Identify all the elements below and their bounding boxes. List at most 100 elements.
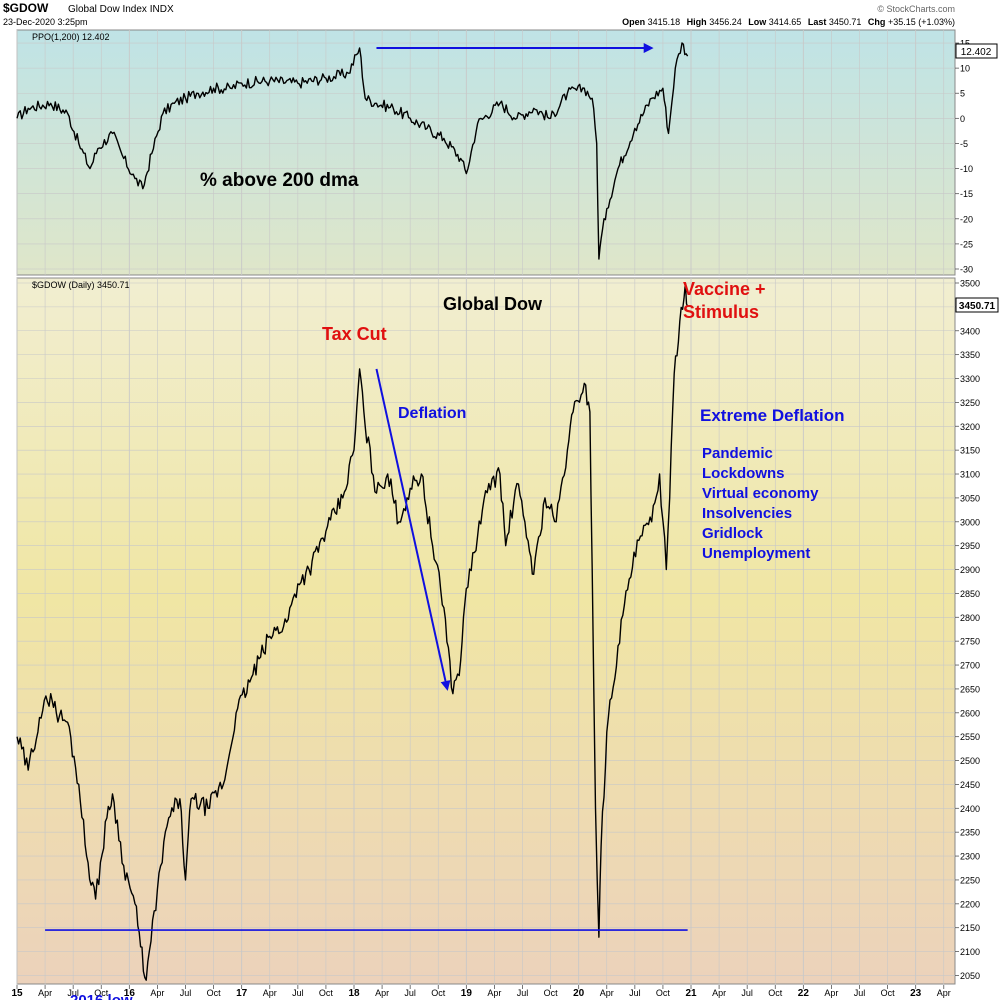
- price-tick-label: 3500: [960, 279, 980, 289]
- vaccine-label-line1: Vaccine +: [683, 279, 766, 299]
- price-tick-label: 2100: [960, 947, 980, 957]
- price-tick-label: 3350: [960, 350, 980, 360]
- x-tick-label: 19: [461, 988, 473, 999]
- x-tick-label: Apr: [824, 988, 838, 998]
- x-tick-label: Oct: [768, 988, 783, 998]
- x-tick-label: Oct: [544, 988, 559, 998]
- price-tick-label: 3050: [960, 493, 980, 503]
- ohlc-summary: Open 3415.18 High 3456.24 Low 3414.65 La…: [622, 17, 955, 27]
- header-date: 23-Dec-2020 3:25pm: [3, 17, 88, 27]
- price-tick-label: 2900: [960, 565, 980, 575]
- x-tick-label: 22: [798, 988, 810, 999]
- x-tick-label: Oct: [207, 988, 222, 998]
- watermark: © StockCharts.com: [877, 4, 955, 14]
- x-tick-label: Apr: [375, 988, 389, 998]
- price-tick-label: 2950: [960, 541, 980, 551]
- ppo-tick-label: -15: [960, 189, 973, 199]
- ppo-panel: [16, 29, 956, 276]
- x-tick-label: 15: [11, 988, 23, 999]
- price-tick-label: 2800: [960, 613, 980, 623]
- x-tick-label: Oct: [431, 988, 446, 998]
- extreme-deflation-label: Extreme Deflation: [700, 406, 845, 425]
- x-tick-label: 23: [910, 988, 922, 999]
- price-tick-label: 2200: [960, 899, 980, 909]
- price-tick-label: 2600: [960, 708, 980, 718]
- ppo-tick-label: -30: [960, 265, 973, 275]
- ppo-tick-label: -10: [960, 164, 973, 174]
- bullet-item: Virtual economy: [702, 485, 819, 502]
- price-tick-label: 3200: [960, 422, 980, 432]
- price-tick-label: 3100: [960, 470, 980, 480]
- x-tick-label: Oct: [656, 988, 671, 998]
- price-tick-label: 2450: [960, 780, 980, 790]
- x-tick-label: Apr: [150, 988, 164, 998]
- ppo-tick-label: 0: [960, 114, 965, 124]
- x-tick-label: 20: [573, 988, 585, 999]
- x-tick-label: Jul: [517, 988, 529, 998]
- overlap-label: 2016 low: [70, 992, 133, 1000]
- x-tick-label: Jul: [180, 988, 192, 998]
- price-tick-label: 2300: [960, 852, 980, 862]
- ppo-y-axis: 151050-5-10-15-20-25-30: [955, 39, 973, 275]
- ppo-tick-label: 5: [960, 89, 965, 99]
- ppo-last-value-text: 12.402: [961, 47, 992, 58]
- x-axis: 15 Apr Jul Oct 16 Apr Jul Oct 17 Apr Jul Oct 18 Apr Ju…: [11, 985, 951, 999]
- bullet-item: Lockdowns: [702, 465, 785, 482]
- deflation-arrow: [375, 368, 451, 691]
- ppo-last-value-box: 12.402: [955, 43, 998, 59]
- header-name: Global Dow Index INDX: [68, 4, 174, 15]
- x-tick-label: Jul: [67, 988, 79, 998]
- x-tick-label: Oct: [319, 988, 334, 998]
- x-tick-label: 21: [685, 988, 697, 999]
- price-tick-label: 3000: [960, 517, 980, 527]
- header-symbol: $GDOW: [3, 1, 49, 15]
- x-tick-label: Jul: [292, 988, 304, 998]
- x-tick-label: 17: [236, 988, 248, 999]
- price-tick-label: 2150: [960, 923, 980, 933]
- x-tick-label: Apr: [263, 988, 277, 998]
- x-tick-label: Apr: [38, 988, 52, 998]
- price-panel: [16, 277, 956, 985]
- x-tick-label: Apr: [937, 988, 951, 998]
- price-line: [16, 282, 689, 981]
- x-tick-label: 18: [348, 988, 360, 999]
- deflation-label: Deflation: [398, 405, 466, 422]
- bullet-item: Insolvencies: [702, 505, 792, 522]
- price-last-value-box: 3450.71: [955, 297, 999, 313]
- price-tick-label: 3300: [960, 374, 980, 384]
- bullet-item: Gridlock: [702, 525, 764, 542]
- price-title: Global Dow: [443, 294, 543, 314]
- annotations: [45, 43, 688, 931]
- x-tick-label: Oct: [94, 988, 109, 998]
- price-tick-label: 2500: [960, 756, 980, 766]
- x-tick-label: Oct: [881, 988, 896, 998]
- x-tick-label: 16: [124, 988, 136, 999]
- bullet-item: Unemployment: [702, 545, 810, 562]
- ppo-series: [16, 42, 689, 260]
- ppo-grid: [16, 30, 955, 275]
- price-tick-label: 2700: [960, 661, 980, 671]
- price-y-axis: 3500345034003350330032503200315031003050…: [955, 279, 980, 981]
- x-tick-label: Jul: [629, 988, 641, 998]
- ppo-tick-label: 10: [960, 64, 970, 74]
- bullet-item: Pandemic: [702, 445, 773, 462]
- ppo-title: % above 200 dma: [200, 170, 359, 191]
- x-tick-label: Jul: [404, 988, 416, 998]
- vaccine-label-line2: Stimulus: [683, 302, 759, 322]
- price-tick-label: 3250: [960, 398, 980, 408]
- price-tick-label: 2550: [960, 732, 980, 742]
- price-tick-label: 2050: [960, 971, 980, 981]
- x-tick-label: Apr: [600, 988, 614, 998]
- price-series: [16, 282, 689, 981]
- price-tick-label: 2750: [960, 637, 980, 647]
- price-tick-label: 2350: [960, 828, 980, 838]
- x-tick-label: Jul: [854, 988, 866, 998]
- price-last-value-text: 3450.71: [959, 301, 996, 312]
- price-tick-label: 2250: [960, 875, 980, 885]
- ppo-line: [16, 42, 689, 260]
- price-tick-label: 2850: [960, 589, 980, 599]
- x-tick-label: Apr: [712, 988, 726, 998]
- tax-cut-label: Tax Cut: [322, 324, 387, 344]
- ppo-tick-label: -20: [960, 214, 973, 224]
